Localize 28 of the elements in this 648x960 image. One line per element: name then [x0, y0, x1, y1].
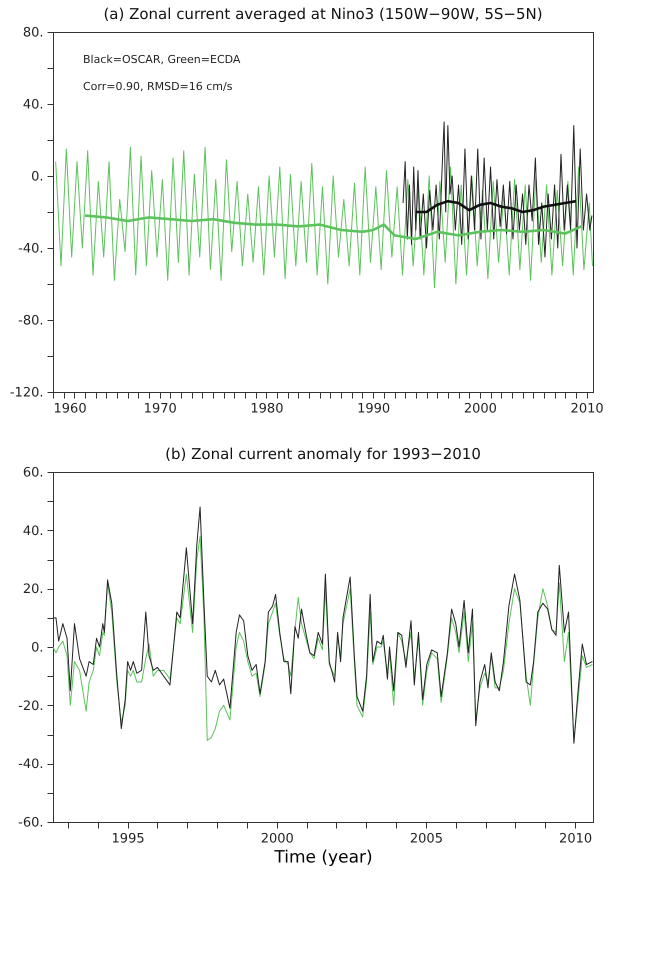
y-tick-label: 60.	[22, 466, 44, 480]
y-tick-label: -20.	[18, 698, 44, 714]
annotation: Black=OSCAR, Green=ECDA	[83, 53, 241, 66]
x-tick-label: 2000	[260, 832, 294, 846]
x-tick-label: 1990	[357, 402, 390, 416]
x-tick-label: 1980	[250, 402, 284, 416]
y-tick-label: -60.	[18, 816, 44, 830]
x-tick-label: 2010	[559, 832, 592, 846]
y-tick-label: 40.	[22, 524, 44, 539]
x-axis-title: Time (year)	[273, 848, 373, 868]
chart-title: (a) Zonal current averaged at Nino3 (150W−90W, 5S−5N)	[103, 5, 543, 23]
y-tick-label: 0.	[31, 640, 44, 656]
y-tick-label: -80.	[18, 314, 44, 328]
x-tick-label: 2000	[464, 402, 497, 416]
y-tick-label: -40.	[18, 242, 44, 256]
y-tick-label: 20.	[22, 582, 44, 598]
y-tick-label: 80.	[22, 26, 44, 40]
x-tick-label: 2005	[410, 832, 443, 846]
x-tick-label: 1970	[144, 402, 177, 416]
y-tick-label: 0.	[31, 170, 44, 184]
y-tick-label: 40.	[22, 98, 44, 112]
chart-title: (b) Zonal current anomaly for 1993−2010	[165, 445, 481, 463]
x-tick-label: 2010	[570, 402, 604, 416]
x-tick-label: 1960	[54, 402, 87, 416]
y-tick-label: -120.	[10, 386, 44, 400]
x-tick-label: 1995	[112, 832, 145, 846]
annotation: Corr=0.90, RMSD=16 cm/s	[83, 80, 233, 93]
y-tick-label: -40.	[18, 757, 44, 772]
